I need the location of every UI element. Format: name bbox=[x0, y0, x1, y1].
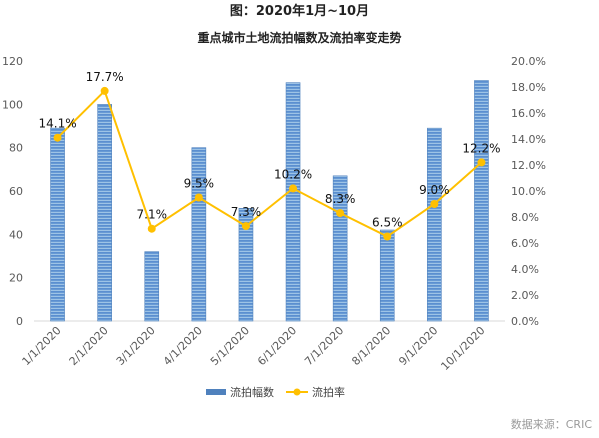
y-right-tick-label: 2.0% bbox=[511, 289, 539, 302]
bar bbox=[285, 82, 301, 322]
legend-label: 流拍幅数 bbox=[230, 385, 274, 399]
y-right-tick-label: 4.0% bbox=[511, 263, 539, 276]
line-point bbox=[430, 200, 439, 208]
y-right-tick-label: 20.0% bbox=[511, 55, 546, 68]
bar bbox=[50, 127, 65, 322]
line-point bbox=[289, 184, 298, 193]
data-label: 8.3% bbox=[325, 192, 356, 206]
bar bbox=[427, 127, 442, 322]
line-point bbox=[194, 193, 203, 202]
data-label: 7.3% bbox=[231, 205, 262, 219]
data-label: 9.5% bbox=[184, 177, 215, 191]
x-tick-label: 1/1/2020 bbox=[20, 324, 64, 368]
line-path bbox=[56, 89, 483, 238]
y-left-tick-label: 120 bbox=[2, 55, 23, 68]
y-left-tick-label: 60 bbox=[9, 185, 23, 198]
data-label: 7.1% bbox=[137, 208, 168, 222]
legend: 流拍幅数 流拍率 bbox=[206, 385, 345, 399]
axes: 0 20 40 60 80 100 120 0.0% 2.0% 4.0% 6.0% 8.0% 10.0%… bbox=[2, 55, 546, 373]
data-label: 6.5% bbox=[372, 216, 403, 230]
y-left-tick-label: 80 bbox=[9, 142, 23, 155]
y-right-tick-label: 0.0% bbox=[511, 315, 539, 328]
y-right-tick-label: 6.0% bbox=[511, 237, 539, 250]
data-label: 12.2% bbox=[462, 141, 500, 155]
legend-label: 流拍率 bbox=[312, 385, 345, 399]
bar bbox=[97, 104, 112, 322]
line-point bbox=[336, 209, 345, 218]
bar bbox=[238, 208, 254, 322]
y-right-tick-label: 8.0% bbox=[511, 211, 539, 224]
data-label: 9.0% bbox=[419, 183, 450, 197]
x-tick-label: 7/1/2020 bbox=[302, 324, 346, 368]
data-label: 14.1% bbox=[38, 117, 76, 131]
line-point bbox=[477, 158, 486, 167]
y-right-tick-label: 12.0% bbox=[511, 159, 546, 172]
data-label: 17.7% bbox=[86, 70, 124, 84]
x-tick-label: 10/1/2020 bbox=[438, 324, 487, 373]
x-tick-label: 2/1/2020 bbox=[67, 324, 111, 368]
line-point bbox=[147, 224, 156, 233]
y-left-tick-label: 0 bbox=[16, 315, 23, 328]
y-right-tick-label: 10.0% bbox=[511, 185, 546, 198]
x-tick-label: 5/1/2020 bbox=[208, 324, 252, 368]
x-tick-label: 8/1/2020 bbox=[349, 324, 393, 368]
source-note: 数据来源：CRIC bbox=[511, 417, 593, 431]
bar bbox=[191, 147, 207, 322]
legend-bar-swatch bbox=[206, 389, 226, 395]
y-left-tick-label: 20 bbox=[9, 272, 23, 285]
line-point bbox=[383, 232, 392, 241]
bar bbox=[474, 80, 489, 322]
x-tick-label: 4/1/2020 bbox=[161, 324, 205, 368]
x-tick-label: 9/1/2020 bbox=[396, 324, 440, 368]
y-right-tick-label: 16.0% bbox=[511, 107, 546, 120]
line-point bbox=[241, 222, 250, 231]
bar-series bbox=[50, 80, 489, 322]
x-tick-label: 3/1/2020 bbox=[114, 324, 158, 368]
bar bbox=[379, 229, 395, 322]
y-left-tick-label: 40 bbox=[9, 228, 23, 241]
data-label: 10.2% bbox=[274, 167, 312, 181]
x-tick-label: 6/1/2020 bbox=[255, 324, 299, 368]
line-point bbox=[100, 86, 109, 95]
line-series: 14.1% 17.7% 7.1% 9.5% 7.3% 10.2% 8.3% 6.5% 9.0% 1… bbox=[38, 70, 501, 241]
chart-title: 图：2020年1月~10月 bbox=[230, 3, 369, 19]
y-right-tick-label: 18.0% bbox=[511, 81, 546, 94]
line-point bbox=[53, 133, 62, 142]
y-left-tick-label: 100 bbox=[2, 98, 23, 111]
legend-line-marker bbox=[293, 388, 301, 396]
chart-subtitle: 重点城市土地流拍幅数及流拍率变走势 bbox=[197, 30, 401, 45]
bar bbox=[144, 251, 160, 322]
y-right-tick-label: 14.0% bbox=[511, 133, 546, 146]
